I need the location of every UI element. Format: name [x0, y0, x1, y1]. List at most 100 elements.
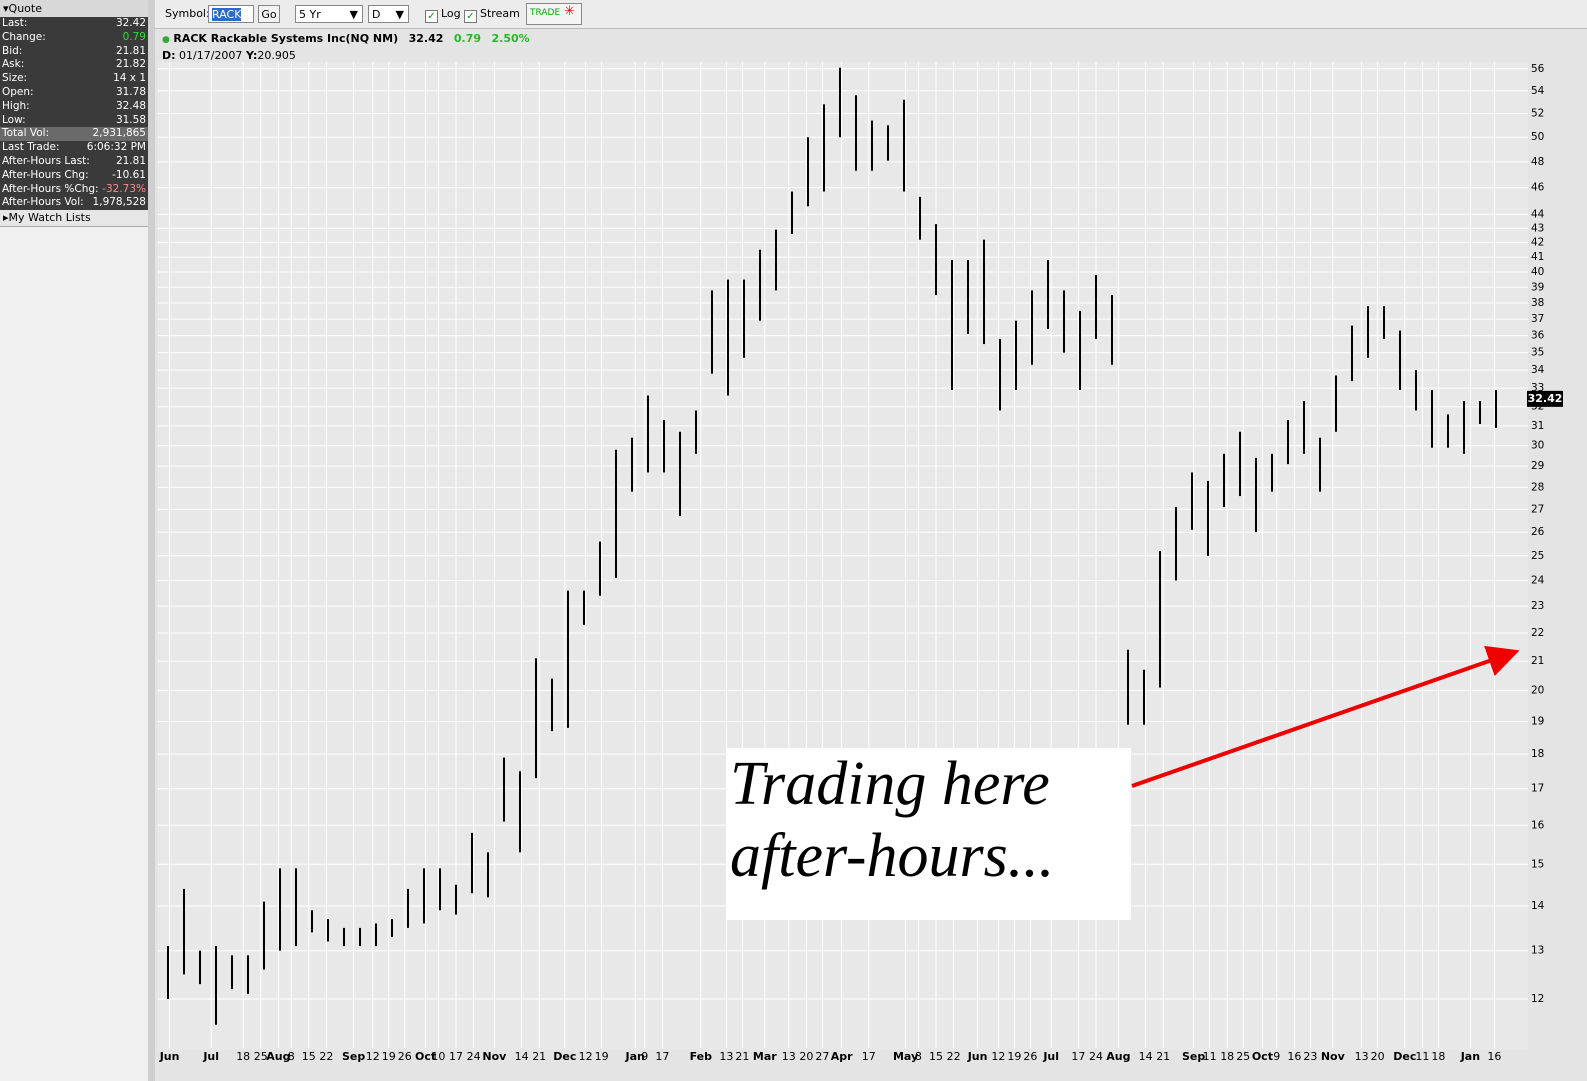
quote-label: Open: [2, 85, 34, 98]
header-change: 0.79 [453, 32, 482, 45]
y-tick-label: 12 [1531, 993, 1544, 1005]
y-tick-label: 22 [1531, 627, 1544, 639]
x-tick-label: Oct [1252, 1050, 1273, 1063]
x-tick-label: 19 [1007, 1050, 1021, 1063]
quote-rows: Last: 32.42 Change: 0.79 Bid: 21.81 Ask: 21.82 S… [0, 17, 148, 211]
x-tick-label: 25 [1236, 1050, 1250, 1063]
quote-row: After-Hours Chg: -10.61 [0, 169, 148, 183]
y-tick-label: 30 [1531, 440, 1544, 452]
y-tick-label: 43 [1531, 222, 1544, 234]
y-tick-label: 13 [1531, 945, 1544, 957]
quote-label: After-Hours Chg: [2, 168, 89, 181]
quote-label: Size: [2, 72, 28, 85]
last-price-box [1527, 390, 1563, 407]
x-tick-label: 9 [641, 1050, 648, 1063]
x-tick-label: Jan [625, 1050, 645, 1063]
interval-select[interactable]: D ▼ [368, 5, 409, 23]
quote-value: 31.78 [115, 85, 146, 98]
x-tick-label: 24 [467, 1050, 481, 1063]
panel-divider[interactable] [148, 0, 155, 1081]
y-tick-label: 25 [1531, 550, 1544, 562]
quote-row: Ask: 21.82 [0, 58, 148, 72]
x-tick-label: 18 [1220, 1050, 1234, 1063]
x-tick-label: 12 [579, 1050, 593, 1063]
quote-row: Last Trade: 6:06:32 PM [0, 141, 148, 155]
x-tick-label: Nov [1321, 1050, 1346, 1063]
watch-lists[interactable]: ▸My Watch Lists [0, 210, 148, 228]
y-tick-label: 54 [1531, 85, 1545, 97]
x-tick-label: 11 [1415, 1050, 1429, 1063]
x-tick-label: 17 [862, 1050, 876, 1063]
x-tick-label: Aug [1106, 1050, 1130, 1063]
stream-label: Stream [480, 7, 520, 20]
y-tick-label: 17 [1531, 783, 1544, 795]
trade-button[interactable]: TRADE ✳ [526, 3, 582, 25]
y-tick-label: 56 [1531, 63, 1545, 75]
x-tick-label: 16 [1487, 1050, 1501, 1063]
log-checkbox[interactable]: ✓ Log [425, 5, 461, 23]
y-tick-label: 29 [1531, 460, 1544, 472]
period-select[interactable]: 5 Yr ▼ [295, 5, 363, 23]
quote-label: After-Hours Vol: [2, 196, 84, 209]
header-pct: 2.50% [491, 32, 530, 45]
x-tick-label: 9 [1273, 1050, 1280, 1063]
quote-label: Low: [2, 113, 26, 126]
chart-header: ● RACK Rackable Systems Inc(NQ NM) 32.42… [162, 32, 530, 62]
x-tick-label: 20 [799, 1050, 813, 1063]
x-tick-label: 8 [288, 1050, 295, 1063]
period-text: 5 Yr [299, 8, 321, 21]
last-price-label: 32.42 [1528, 392, 1563, 405]
x-tick-label: Jun [967, 1050, 988, 1063]
x-tick-label: Nov [482, 1050, 507, 1063]
quote-header[interactable]: ▾Quote [0, 0, 148, 17]
annotation-line: Trading here [730, 750, 1050, 818]
x-tick-label: 18 [1431, 1050, 1445, 1063]
watch-lists-label: My Watch Lists [8, 211, 91, 225]
y-tick-label: 14 [1531, 900, 1545, 912]
x-tick-label: 14 [1139, 1050, 1153, 1063]
x-tick-label: May [893, 1050, 918, 1063]
quote-value: 21.82 [115, 58, 146, 71]
y-tick-label: 46 [1531, 182, 1545, 194]
x-tick-label: 13 [782, 1050, 796, 1063]
x-tick-label: Jul [1042, 1050, 1059, 1063]
stream-checkbox[interactable]: ✓ Stream [464, 5, 520, 23]
interval-text: D [372, 8, 381, 21]
y-tick-label: 31 [1531, 420, 1544, 432]
log-label: Log [441, 7, 461, 20]
quote-value: 31.58 [115, 113, 146, 126]
x-tick-label: Dec [1393, 1050, 1416, 1063]
x-tick-label: 16 [1287, 1050, 1301, 1063]
header-last: 32.42 [408, 32, 444, 45]
go-button[interactable]: Go [258, 5, 280, 23]
quote-value: 21.81 [115, 154, 146, 167]
x-tick-label: 26 [398, 1050, 412, 1063]
x-tick-label: 12 [991, 1050, 1005, 1063]
quote-value: -10.61 [112, 168, 146, 181]
y-tick-label: 15 [1531, 858, 1544, 870]
quote-row: Bid: 21.81 [0, 45, 148, 59]
y-tick-label: 48 [1531, 156, 1544, 168]
quote-label: Last Trade: [2, 141, 60, 154]
x-tick-label: 17 [449, 1050, 463, 1063]
y-tick-label: 50 [1531, 131, 1544, 143]
quote-value: 32.42 [115, 17, 146, 29]
x-tick-label: 13 [719, 1050, 733, 1063]
annotation-line: after-hours... [730, 822, 1054, 890]
quote-value: 21.81 [115, 44, 146, 57]
symbol-input[interactable]: RACK [208, 5, 254, 23]
y-tick-label: 36 [1531, 330, 1545, 342]
y-tick-label: 24 [1531, 574, 1545, 586]
x-tick-label: 18 [236, 1050, 250, 1063]
x-tick-label: 12 [366, 1050, 380, 1063]
symbol-label: Symbol: [165, 7, 210, 20]
quote-row: Size: 14 x 1 [0, 72, 148, 86]
d-value: 01/17/2007 [179, 49, 243, 62]
quote-label: After-Hours Last: [2, 154, 90, 167]
quote-title: Quote [8, 2, 42, 15]
quote-row: After-Hours Last: 21.81 [0, 155, 148, 169]
y-tick-label: 42 [1531, 237, 1544, 249]
quote-row: After-Hours %Chg: -32.73% [0, 183, 148, 197]
